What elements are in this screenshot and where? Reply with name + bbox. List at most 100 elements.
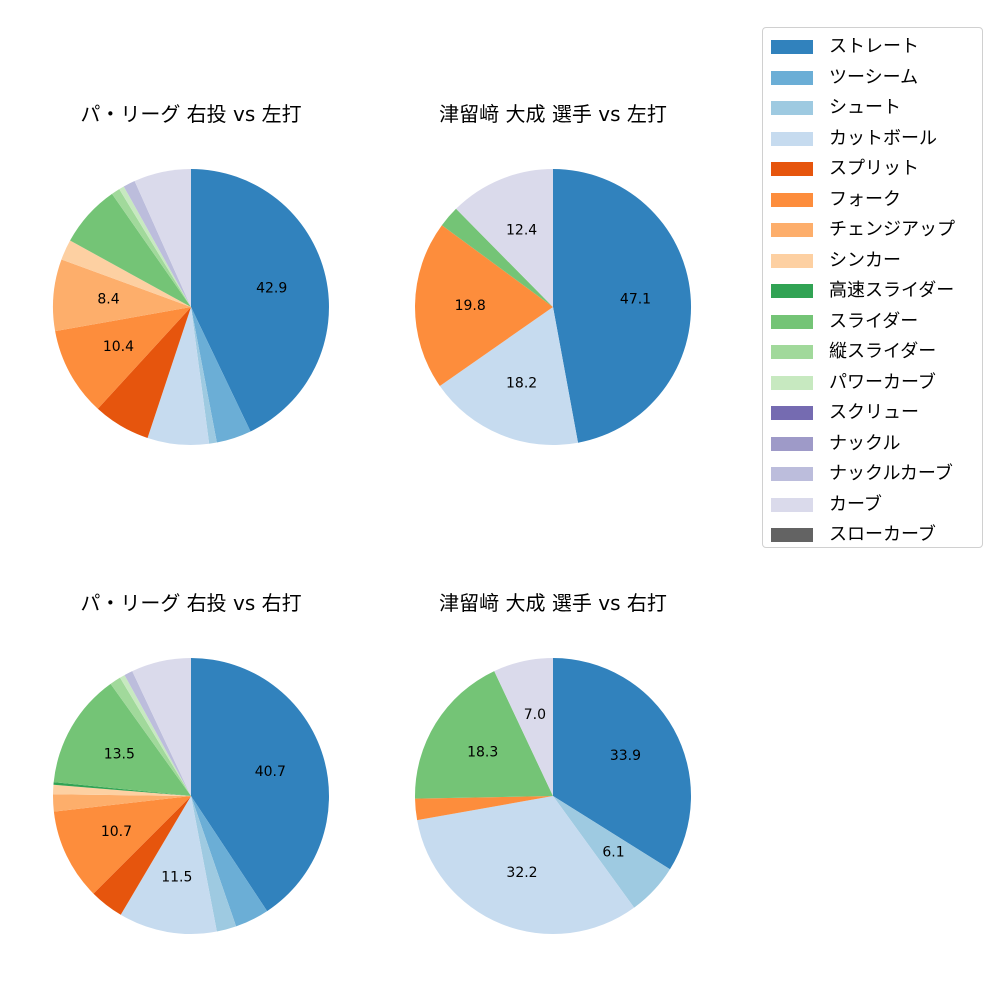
pie-slice [494, 658, 553, 796]
legend-item: ナックルカーブ [763, 459, 982, 490]
legend-item: カーブ [763, 490, 982, 521]
pie-slice [53, 782, 192, 796]
pie-slice [55, 307, 191, 409]
legend-item: スローカーブ [763, 520, 982, 551]
slice-value-label: 13.5 [104, 747, 135, 763]
pie-slice [52, 794, 192, 812]
pie-slice [147, 307, 210, 446]
pie-chart: 47.1 18.2 19.8 12.4 [415, 169, 692, 446]
pie-slice [112, 189, 191, 307]
legend-label: シンカー [829, 249, 901, 271]
pie-slice [191, 796, 237, 932]
pie-slice [123, 181, 191, 307]
legend-label: スローカーブ [829, 524, 936, 546]
legend: ストレートツーシームシュートカットボール スプリットフォークチェンジアップ シンカー… [762, 27, 983, 548]
legend-swatch [771, 40, 813, 55]
pie-slice [191, 796, 268, 927]
legend-item: スライダー [763, 307, 982, 338]
pie-slice [97, 307, 191, 438]
pie-slice [53, 784, 192, 796]
slice-value-label: 10.4 [103, 339, 134, 355]
pie-panel-top-left: パ・リーグ 右投 vs 左打 42.9 10.4 8.4 [21, 100, 361, 500]
legend-swatch [771, 253, 813, 268]
legend-swatch [771, 406, 813, 421]
legend-label: ナックル [829, 432, 901, 454]
slice-value-label: 6.1 [602, 845, 624, 861]
pie-slice [124, 671, 191, 796]
legend-swatch [771, 467, 813, 482]
pie-slice [417, 796, 635, 934]
legend-item: スプリット [763, 154, 982, 185]
legend-swatch [771, 345, 813, 360]
pie-slice [120, 675, 191, 796]
legend-item: スクリュー [763, 398, 982, 429]
slice-value-label: 42.9 [256, 281, 287, 297]
legend-label: ストレート [829, 36, 919, 58]
pie-panel-bottom-right: 津留﨑 大成 選手 vs 右打 33.9 6.1 32.2 18.3 7.0 [383, 589, 723, 989]
legend-label: フォーク [829, 188, 901, 210]
pie-slice [52, 259, 192, 332]
legend-label: カットボール [829, 127, 937, 149]
pie-slice [553, 796, 670, 908]
pie-slice [456, 169, 553, 307]
legend-label: チェンジアップ [829, 219, 955, 241]
pie-slice [110, 677, 191, 796]
pie-slice [553, 169, 692, 443]
legend-item: カットボール [763, 124, 982, 155]
pie-chart: 42.9 10.4 8.4 [52, 169, 329, 446]
pie-slice [132, 658, 191, 796]
pie-panel-top-right: 津留﨑 大成 選手 vs 左打 47.1 18.2 19.8 12.4 [383, 100, 723, 500]
legend-label: ナックルカーブ [829, 463, 953, 485]
legend-item: シンカー [763, 246, 982, 277]
slice-value-label: 7.0 [524, 707, 546, 723]
legend-swatch [771, 528, 813, 543]
legend-item: ナックル [763, 429, 982, 460]
chart-title: パ・リーグ 右投 vs 左打 [80, 102, 302, 126]
slice-value-label: 18.3 [467, 744, 498, 760]
slice-value-label: 19.8 [455, 298, 486, 314]
legend-swatch [771, 375, 813, 390]
legend-swatch [771, 497, 813, 512]
slice-value-label: 47.1 [620, 292, 651, 308]
pie-slice [414, 671, 553, 799]
legend-item: シュート [763, 93, 982, 124]
legend-label: ツーシーム [829, 66, 919, 88]
legend-swatch [771, 284, 813, 299]
legend-swatch [771, 436, 813, 451]
pie-panel-bottom-left: パ・リーグ 右投 vs 右打 40.7 11.5 10.7 13.5 [21, 589, 361, 989]
slice-value-label: 8.4 [97, 292, 119, 308]
pie-slice [415, 225, 553, 386]
pie-chart: 40.7 11.5 10.7 13.5 [52, 658, 329, 935]
legend-label: スプリット [829, 158, 919, 180]
pie-slice [441, 208, 553, 307]
slice-value-label: 12.4 [506, 222, 537, 238]
pie-slice [553, 658, 692, 870]
legend-swatch [771, 314, 813, 329]
pie-slice [70, 193, 191, 307]
pie-slice [191, 307, 217, 444]
legend-label: 高速スライダー [829, 280, 955, 302]
pie-slice [53, 683, 192, 796]
legend-swatch [771, 192, 813, 207]
pie-slice [191, 307, 251, 443]
legend-label: カーブ [829, 493, 882, 515]
legend-swatch [771, 131, 813, 146]
legend-label: シュート [829, 97, 901, 119]
pie-slice [119, 186, 191, 307]
pie-slice [439, 307, 579, 446]
legend-label: スライダー [829, 310, 919, 332]
chart-title: 津留﨑 大成 選手 vs 左打 [439, 102, 667, 126]
pie-slice [134, 169, 191, 307]
legend-swatch [771, 70, 813, 85]
legend-item: チェンジアップ [763, 215, 982, 246]
legend-swatch [771, 162, 813, 177]
legend-item: パワーカーブ [763, 368, 982, 399]
pie-slice [415, 796, 553, 821]
pie-chart: 33.9 6.1 32.2 18.3 7.0 [414, 658, 692, 934]
chart-title: パ・リーグ 右投 vs 右打 [80, 591, 302, 615]
legend-item: 縦スライダー [763, 337, 982, 368]
pie-slice [191, 658, 329, 912]
slice-value-label: 18.2 [506, 376, 537, 392]
legend-item: ツーシーム [763, 63, 982, 94]
pie-slice [61, 240, 192, 307]
